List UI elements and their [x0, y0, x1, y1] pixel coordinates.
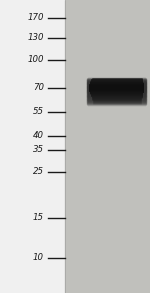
Text: 100: 100	[27, 55, 44, 64]
Text: 130: 130	[27, 33, 44, 42]
Text: 35: 35	[33, 146, 44, 154]
Text: 40: 40	[33, 132, 44, 141]
Text: 70: 70	[33, 84, 44, 93]
Text: 25: 25	[33, 168, 44, 176]
Bar	[65, 0, 150, 293]
Text: 55: 55	[33, 108, 44, 117]
Text: 15: 15	[33, 214, 44, 222]
Text: 10: 10	[33, 253, 44, 263]
Text: 170: 170	[27, 13, 44, 23]
Bar	[0, 0, 65, 293]
